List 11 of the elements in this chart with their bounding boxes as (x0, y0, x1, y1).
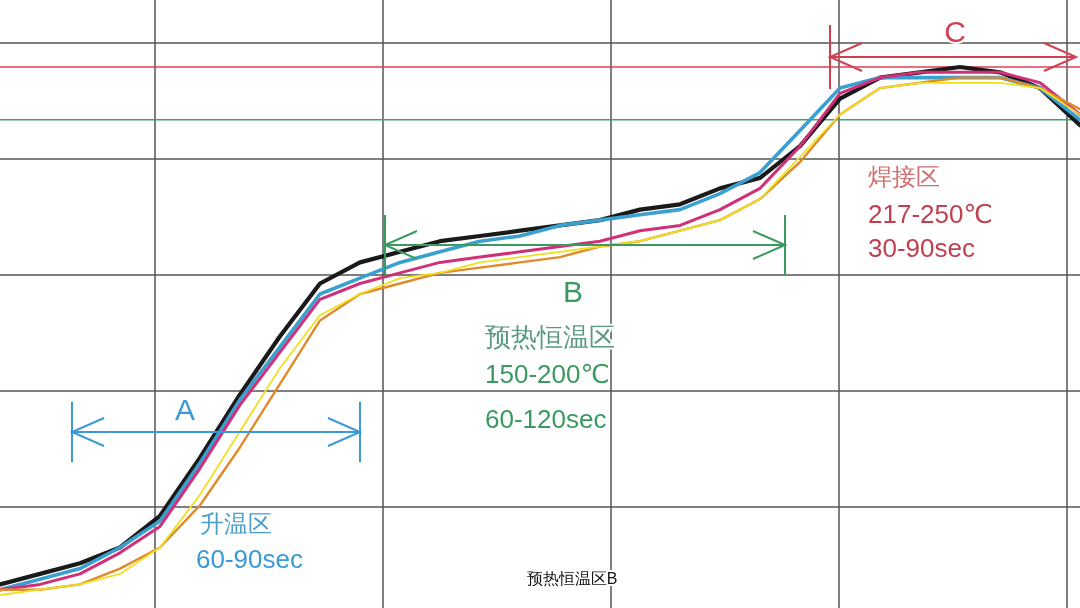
annotation: B (562, 275, 584, 308)
annotation: 217-250℃ (868, 199, 993, 229)
annotation: 30-90sec (868, 233, 975, 263)
annotation: 焊接区 (868, 163, 940, 190)
annotation: 60-120sec (485, 404, 607, 434)
annotation: 升温区 (200, 510, 272, 537)
annotation: A (174, 393, 196, 426)
annotation: 预热恒温区B (526, 570, 618, 587)
annotation: 150-200℃ (485, 359, 610, 389)
annotation: 60-90sec (196, 544, 303, 574)
text: C (944, 15, 966, 48)
